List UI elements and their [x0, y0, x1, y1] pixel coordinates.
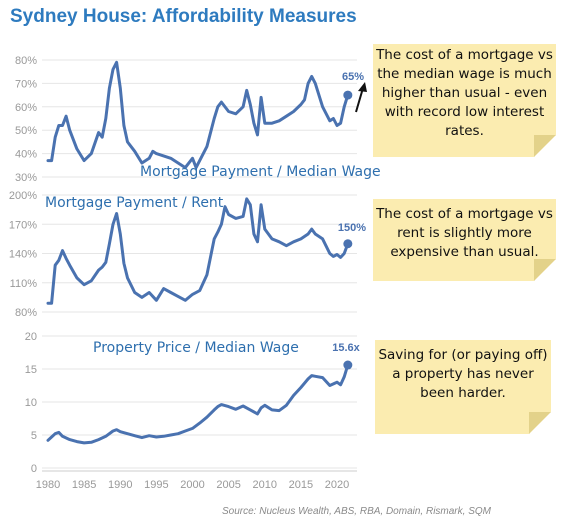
y-tick-label: 70% — [15, 78, 37, 90]
y-tick-label: 110% — [10, 278, 38, 290]
panel-mortgage-wage: 30% 40% 50% 60% 70% 80% 65% Mortgage Payment / … — [15, 55, 381, 184]
x-tick-label: 2000 — [180, 479, 204, 491]
end-value-label: 15.6x — [332, 342, 360, 354]
panel-title: Mortgage Payment / Rent — [45, 195, 224, 211]
x-tick-label: 2005 — [216, 479, 240, 491]
y-tick-label: 0 — [31, 463, 37, 475]
sticky-note-mortgage-wage: The cost of a mortgage vs the median wag… — [373, 44, 556, 157]
note-text: Saving for (or paying off) a property ha… — [378, 347, 548, 401]
y-tick-label: 40% — [15, 149, 37, 161]
source-note: Source: Nucleus Wealth, ABS, RBA, Domain… — [222, 506, 491, 517]
end-value-label: 65% — [342, 71, 364, 83]
y-tick-label: 60% — [15, 102, 37, 114]
arrow-head — [358, 82, 367, 92]
end-point-marker — [343, 239, 353, 249]
y-tick-label: 20 — [25, 331, 37, 343]
x-tick-label: 2015 — [289, 479, 313, 491]
y-tick-label: 80% — [15, 55, 37, 67]
x-tick-label: 1990 — [108, 479, 132, 491]
y-tick-label: 5 — [31, 430, 37, 442]
series-line — [46, 363, 350, 445]
sticky-note-price-wage: Saving for (or paying off) a property ha… — [375, 340, 551, 434]
arrow-line — [355, 87, 364, 113]
y-tick-label: 140% — [9, 249, 37, 261]
end-value-label: 150% — [338, 222, 366, 234]
sticky-note-mortgage-rent: The cost of a mortgage vs rent is slight… — [373, 199, 556, 281]
y-tick-label: 80% — [15, 307, 37, 319]
series-line — [46, 60, 350, 170]
x-tick-label: 1995 — [144, 479, 168, 491]
y-tick-label: 170% — [9, 219, 37, 231]
y-tick-label: 200% — [9, 190, 37, 202]
chart-title: Sydney House: Affordability Measures — [10, 6, 357, 27]
note-text: The cost of a mortgage vs rent is slight… — [376, 206, 553, 260]
panel-title: Mortgage Payment / Median Wage — [140, 164, 381, 180]
panel-price-wage: 0 5 10 15 20 15.6x Property Price / Median Wag… — [25, 331, 361, 475]
panel-title: Property Price / Median Wage — [93, 340, 299, 356]
note-text: The cost of a mortgage vs the median wag… — [376, 47, 553, 139]
x-axis: 1980 1985 1990 1995 2000 2005 2010 2015 2020 — [36, 470, 357, 491]
x-tick-label: 2010 — [253, 479, 277, 491]
y-tick-label: 50% — [15, 125, 37, 137]
end-point-marker — [343, 360, 353, 370]
y-tick-label: 10 — [25, 397, 37, 409]
series-line — [46, 197, 350, 305]
end-point-marker — [343, 90, 353, 100]
y-tick-label: 15 — [25, 364, 37, 376]
x-tick-label: 1980 — [36, 479, 60, 491]
x-tick-label: 2020 — [325, 479, 349, 491]
panel-mortgage-rent: 80% 110% 140% 170% 200% 150% Mortgage Payment … — [9, 190, 366, 319]
y-tick-label: 30% — [15, 172, 37, 184]
x-tick-label: 1985 — [72, 479, 96, 491]
